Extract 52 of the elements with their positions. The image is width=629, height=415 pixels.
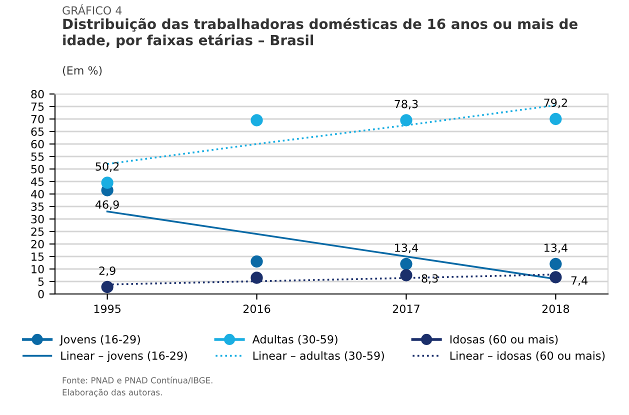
y-tick-label: 30 (31, 214, 44, 224)
point (550, 112, 562, 126)
y-tick-label: 10 (32, 264, 44, 274)
text: Elaboração das autoras. (62, 388, 162, 397)
y-tick-label: 60 (31, 140, 44, 148)
y-tick-label: 5 (38, 278, 44, 286)
annotation: 8,3 (422, 274, 438, 284)
x-tick-label: 2017 (392, 304, 420, 314)
point (250, 114, 263, 126)
annotation: 50,2 (96, 162, 119, 172)
text: GRÁFICO 4 (62, 4, 122, 15)
y-tick-label: 55 (31, 152, 44, 161)
point (400, 269, 412, 282)
x-tick-label: 2018 (542, 304, 570, 314)
legend-label: Linear – jovens (16-29) (61, 351, 187, 362)
annotation: 78,3 (394, 100, 418, 110)
legend-label: Jovens (16-29) (60, 334, 140, 346)
y-tick-label: 0 (38, 290, 44, 298)
chart-title: Distribuição das trabalhadoras domésticas de 16 anos ou mais de idade, por faixas etárias – Brasil (63, 18, 578, 48)
annotation: 46,9 (95, 200, 119, 210)
y-tick-label: 70 (31, 114, 44, 124)
annotation: 7,4 (571, 276, 588, 286)
point (550, 271, 562, 284)
point (101, 280, 114, 294)
point (550, 258, 562, 270)
y-tick-label: 65 (31, 127, 44, 136)
point (250, 272, 263, 284)
y-tick-label: 25 (31, 227, 44, 236)
legend-label: Linear – idosas (60 ou mais) (450, 351, 605, 362)
annotation: 2,9 (99, 266, 116, 276)
y-tick-label: 50 (31, 164, 44, 174)
y-tick-label: 20 (31, 240, 44, 248)
x-tick-label: 1995 (94, 304, 120, 314)
annotation: 13,4 (395, 244, 418, 254)
point (400, 258, 412, 270)
legend-label: Idosas (60 ou mais) (450, 334, 558, 345)
annotation: 13,4 (544, 244, 568, 254)
annotation: 79,2 (544, 98, 567, 108)
point (101, 176, 114, 189)
y-tick-label: 75 (31, 102, 44, 111)
legend-label: Linear – adultas (30-59) (253, 351, 384, 362)
y-tick-label: 45 (30, 178, 44, 186)
point (250, 255, 263, 268)
y-tick-label: 35 (31, 202, 44, 211)
source-note: Fonte: PNAD e PNAD Contínua/IBGE. (62, 376, 212, 384)
y-tick-label: 40 (30, 190, 44, 198)
y-tick-label: 15 (32, 252, 44, 261)
chart-subtitle: (Em %) (62, 66, 102, 76)
legend-label: Adultas (30-59) (252, 334, 338, 345)
y-tick-label: 80 (31, 90, 44, 98)
point (400, 114, 412, 126)
x-tick-label: 2016 (243, 304, 270, 314)
